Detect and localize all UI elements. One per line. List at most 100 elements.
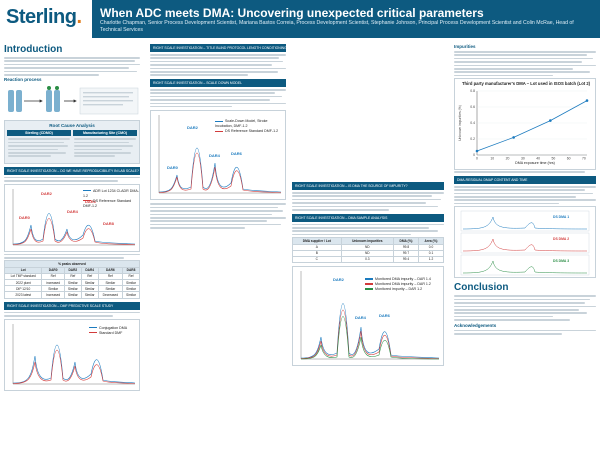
intro-text-block — [4, 57, 140, 76]
y-tick-label: 0.4 — [470, 122, 475, 126]
legend-item-3: Monitored impurity – DAR 1.2 — [375, 287, 423, 292]
logo-text: Sterling — [6, 6, 77, 28]
col4-text-1 — [454, 51, 596, 77]
data-point — [549, 119, 552, 123]
chromatogram-3-svg — [158, 115, 282, 194]
chart-caption — [454, 171, 596, 173]
peak-label-dar6: DAR6 — [379, 313, 390, 319]
legend-item-2: Monitored DMA impurity – DAR 1.2 — [375, 282, 431, 287]
table-cell: C — [292, 255, 342, 264]
table-cell: Similar — [63, 291, 82, 299]
x-tick-label: 0 — [476, 157, 478, 161]
rca-cdmo-column: Sterling (CDMO) — [7, 130, 71, 160]
impurities-heading: Impurities — [454, 44, 476, 49]
peaks-table: % peaks observed Lot DAR0 DAR2 DAR4 DAR6… — [3, 260, 140, 299]
table-row: 2023 latest Increased Similar Similar Decrea… — [3, 291, 140, 299]
col2-text-3 — [150, 203, 286, 229]
section-bar-dmap-content: DMA-RESIDUAL DMAP CONTENT AND TIME — [454, 175, 596, 184]
spectra-label-1: DS DMA 1 — [553, 215, 570, 220]
section-bar-lab-scale: RIGHT SCALE INVESTIGATION – DO WE HAVE R… — [4, 166, 140, 175]
column-3: RIGHT SCALE INVESTIGATION – IS DMA THE S… — [292, 182, 444, 367]
data-point — [585, 99, 589, 103]
y-axis-label: Unknown impurities (%) — [458, 105, 462, 141]
x-axis-label: DMA exposure time (hrs) — [515, 161, 555, 166]
table-cell: 1.2 — [418, 255, 444, 264]
table-row: 2022 plant increased Similar Similar Similar… — [3, 279, 140, 287]
col3-text-1 — [292, 192, 444, 211]
legend-item-1: ADR Lot 1234 Cl-ADR DMA-1.2 — [83, 188, 139, 198]
dma-spectra-svg — [460, 211, 590, 276]
section-bar-scale-down: RIGHT SCALE INVESTIGATION – SCALE DOWN M… — [150, 78, 286, 87]
peak-label-dar4: DAR4 — [67, 208, 78, 214]
col2-text-1 — [150, 54, 286, 76]
dma-spectra-stack: DS DMA 1 DS DMA 2 DS DMA 3 — [454, 206, 596, 279]
col3-text-2 — [292, 223, 444, 236]
rca-cmo-heading: Manufacturing Site (CMO) — [73, 130, 137, 137]
acknowledgements-text — [454, 329, 596, 335]
chromatogram-4-svg — [300, 271, 440, 360]
x-tick-label: 10 — [490, 157, 494, 161]
legend-item-1: Conjugation DMA — [99, 325, 128, 330]
conclusion-text — [454, 295, 596, 321]
legend-item-2: Standard DMF — [99, 330, 123, 335]
section-bar-dma-analysis: RIGHT SCALE INVESTIGATION – DMA SAMPLE A… — [292, 213, 444, 222]
rca-cmo-column: Manufacturing Site (CMO) — [73, 130, 137, 160]
reaction-scheme-svg — [8, 86, 139, 115]
table-row: C 0.3 99.4 1.2 — [292, 255, 444, 264]
mechanism-label: Reaction process — [4, 77, 42, 83]
rca-title: Root Cause Analysis — [49, 123, 95, 129]
peak-label-dar8: DAR8 — [103, 220, 114, 226]
table-cell: 0.3 — [340, 255, 395, 264]
logo-dot-icon: . — [76, 6, 82, 28]
section-bar-dmf-study: RIGHT SCALE INVESTIGATION – DMF PREDICTI… — [4, 301, 140, 310]
chromatogram-4: DAR2 DAR4 DAR6 Monitored DMA impurity – … — [292, 266, 444, 367]
peak-label-dar0: DAR0 — [19, 214, 30, 220]
peak-label-dar2: DAR2 — [41, 190, 52, 196]
peak-label-dar2: DAR2 — [187, 125, 198, 131]
table-cell: Increased — [41, 291, 65, 299]
column-1: Introduction Reaction process Root Cause… — [3, 44, 140, 391]
chromatogram-2-legend: Conjugation DMA Standard DMF — [89, 326, 127, 336]
poster-title: When ADC meets DMA: Uncovering unexpecte… — [100, 6, 484, 20]
peak-label-dar4: DAR4 — [209, 153, 220, 159]
column-2: RIGHT SCALE INVESTIGATION – TITLE BLIND … — [150, 44, 286, 231]
chromatogram-4-legend: Monitored DMA impurity – DAR 1.4 Monitor… — [365, 277, 431, 292]
column-4: Impurities Third party manufacturer's DM… — [454, 44, 596, 337]
peak-label-dar0: DAR0 — [167, 165, 178, 171]
peak-label-dar2: DAR2 — [333, 277, 344, 283]
spectra-label-2: DS DMA 2 — [553, 237, 570, 242]
x-tick-label: 30 — [521, 157, 525, 161]
sterling-logo: Sterling. — [0, 0, 92, 38]
poster-authors: Charlotte Chapman, Senior Process Develo… — [100, 20, 574, 33]
table-cell: 2023 latest — [3, 291, 43, 299]
chromatogram-2: Conjugation DMA Standard DMF — [4, 318, 140, 391]
legend-item-2: DS Reference Standard DMF-1.2 — [225, 129, 279, 134]
chromatogram-1-svg — [12, 188, 136, 245]
y-tick-label: 0.8 — [470, 90, 475, 94]
table-cell: 99.4 — [392, 255, 420, 264]
data-point — [512, 136, 515, 140]
series-line — [476, 100, 588, 152]
rca-cdmo-heading: Sterling (CDMO) — [7, 130, 71, 137]
chromatogram-3: DAR2 DAR4 DAR6 DAR0 Scale-Down Model, St… — [150, 110, 286, 201]
table-cell: Similar — [80, 291, 99, 299]
chart-title: Third party manufacturer's DMA – Lot use… — [461, 81, 591, 87]
x-tick-label: 50 — [551, 157, 555, 161]
table-cell: Decreased — [97, 291, 124, 299]
legend-item-2: DS Reference Standard DMF-1.2 — [83, 198, 132, 208]
y-tick-label: 0.6 — [470, 106, 475, 110]
chromatogram-3-legend: Scale-Down Model, Stroke Incubation, DMF… — [215, 119, 285, 134]
legend-item-1: Monitored DMA impurity – DAR 1.4 — [375, 277, 431, 282]
chromatogram-1: DAR2 DAR4 DAR6 DAR8 DAR0 ADR Lot 1234 Cl… — [4, 183, 140, 252]
root-cause-analysis-box: Root Cause Analysis Sterling (CDMO) Manu… — [4, 120, 140, 164]
acknowledgements-heading: Acknowledgements — [454, 322, 497, 328]
section-bar-dma-source: RIGHT SCALE INVESTIGATION – IS DMA THE S… — [292, 182, 444, 190]
poster-header: Sterling. When ADC meets DMA: Uncovering… — [0, 0, 600, 38]
data-point — [475, 150, 479, 153]
col2-text-2 — [150, 88, 286, 108]
reaction-scheme — [4, 84, 140, 119]
chromatogram-1-legend: ADR Lot 1234 Cl-ADR DMA-1.2 DS Reference… — [83, 189, 139, 209]
impurity-trend-chart: Third party manufacturer's DMA – Lot use… — [454, 78, 596, 171]
x-tick-label: 40 — [536, 157, 540, 161]
